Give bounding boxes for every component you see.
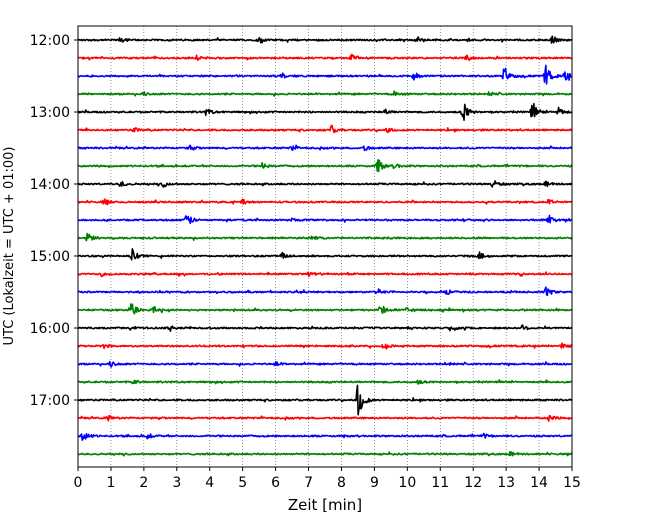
seismic-trace: [77, 342, 573, 350]
seismic-trace: [77, 144, 573, 152]
seismic-trace: [77, 324, 573, 332]
x-tick-label: 8: [337, 475, 346, 491]
y-axis-label: UTC (Lokalzeit = UTC + 01:00): [2, 147, 17, 346]
y-axis: 12:00 13:00 14:00 15:00 16:00 17:00: [30, 33, 78, 409]
x-tick-label: 12: [464, 475, 482, 491]
seismic-trace: [77, 286, 573, 297]
x-tick-label: 2: [139, 475, 148, 491]
plot-frame: [77, 25, 573, 468]
seismic-trace: [77, 124, 573, 134]
seismic-trace: [77, 379, 573, 385]
seismic-trace: [77, 64, 573, 85]
seismic-trace: [77, 180, 573, 188]
x-tick-label: 4: [205, 475, 214, 491]
x-tick-label: 13: [497, 475, 515, 491]
seismic-trace: [77, 198, 573, 206]
y-tick-label: 16:00: [30, 321, 70, 337]
seismic-trace: [77, 214, 573, 225]
seismic-trace: [77, 159, 573, 173]
x-tick-label: 7: [304, 475, 313, 491]
x-axis-label: Zeit [min]: [288, 496, 362, 514]
seismic-trace: [77, 450, 573, 457]
x-tick-label: 5: [238, 475, 247, 491]
y-tick-label: 15:00: [30, 249, 70, 265]
seismic-trace: [77, 414, 573, 422]
x-tick-label: 14: [530, 475, 548, 491]
trace-group: [77, 35, 573, 457]
x-tick-label: 9: [370, 475, 379, 491]
seismic-trace: [77, 360, 573, 368]
x-tick-label: 6: [271, 475, 280, 491]
x-tick-label: 15: [563, 475, 581, 491]
seismic-trace: [77, 35, 573, 44]
seismic-trace: [77, 53, 573, 61]
seismic-trace: [77, 271, 573, 278]
y-tick-label: 13:00: [30, 105, 70, 121]
seismic-trace: [77, 432, 573, 441]
x-tick-label: 10: [398, 475, 416, 491]
x-tick-label: 0: [74, 475, 83, 491]
seismic-trace: [77, 102, 573, 121]
y-tick-label: 17:00: [30, 393, 70, 409]
seismic-trace: [77, 248, 573, 261]
seismic-trace: [77, 232, 573, 242]
seismic-trace: [77, 384, 573, 416]
x-tick-label: 11: [431, 475, 449, 491]
y-tick-label: 14:00: [30, 177, 70, 193]
seismic-trace: [77, 90, 573, 97]
x-tick-label: 3: [172, 475, 181, 491]
y-tick-label: 12:00: [30, 33, 70, 49]
seismic-trace: [77, 303, 573, 315]
x-axis: 0 1 2 3 4 5 6 7 8 9 10 11 12 13 14 15: [74, 467, 581, 491]
x-tick-label: 1: [106, 475, 115, 491]
